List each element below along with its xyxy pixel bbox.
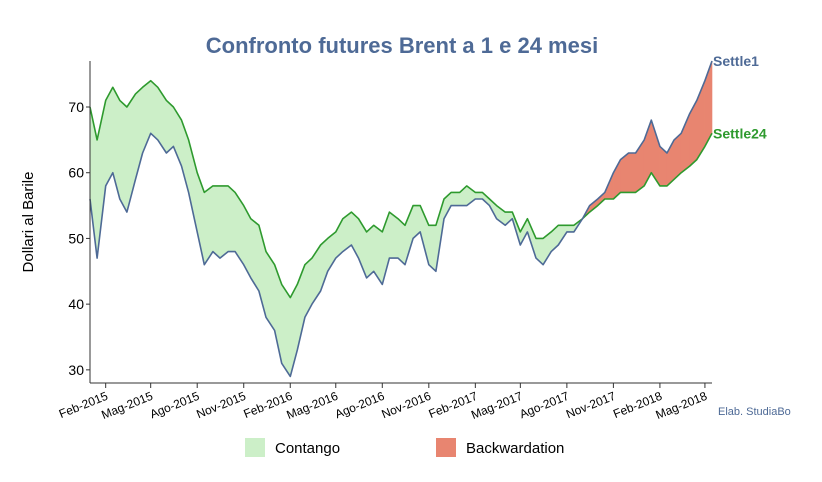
x-tick-label-Mag-2017: Mag-2017 — [469, 389, 525, 422]
contango-area-39-0 — [389, 211, 399, 259]
y-axis-label: Dollari al Barile — [20, 172, 37, 273]
legend-label-backwardation: Backwardation — [466, 440, 564, 457]
end-label-settle1: Settle1 — [713, 53, 759, 69]
contango-area-47-0 — [450, 192, 461, 206]
series-lines — [89, 60, 713, 378]
contango-area-27-0 — [296, 264, 306, 351]
legend-swatch-contango — [245, 438, 265, 457]
x-tick-label-Nov-2017: Nov-2017 — [564, 389, 618, 422]
contango-area-28-0 — [304, 257, 313, 318]
contango-area-10-0 — [166, 99, 174, 154]
credit-text: Elab. StudiaBo — [718, 406, 791, 418]
contango-area-18-0 — [227, 185, 236, 252]
contango-area-8-0 — [150, 80, 159, 141]
contango-area-1-0 — [96, 100, 106, 259]
contango-area-36-0 — [366, 224, 375, 279]
y-tick-label-70: 70 — [68, 99, 84, 115]
x-tick-label-Ago-2015: Ago-2015 — [148, 389, 202, 422]
series-line-settle1 — [89, 60, 713, 378]
x-tick-label-Ago-2016: Ago-2016 — [333, 389, 387, 422]
y-tick-label-30: 30 — [68, 362, 84, 378]
contango-area-4-0 — [119, 99, 128, 213]
contango-area-50-0 — [474, 192, 483, 200]
contango-area-40-0 — [397, 218, 406, 266]
x-tick-label-Mag-2018: Mag-2018 — [654, 389, 710, 422]
contango-area-56-0 — [519, 218, 528, 246]
x-tick-label-Ago-2017: Ago-2017 — [517, 389, 571, 422]
y-tick-label-50: 50 — [68, 230, 84, 246]
legend-swatch-backwardation — [436, 438, 456, 457]
x-tick-label-Nov-2015: Nov-2015 — [194, 389, 248, 422]
contango-area-44-0 — [428, 225, 437, 272]
contango-area-16-0 — [212, 185, 221, 259]
end-label-settle24: Settle24 — [713, 125, 767, 141]
contango-area-29-0 — [311, 243, 321, 306]
contango-area-37-0 — [373, 224, 383, 286]
chart-title: Confronto futures Brent a 1 e 24 mesi — [206, 33, 598, 58]
y-tick-label-60: 60 — [68, 165, 84, 181]
series-line-settle24 — [89, 79, 713, 299]
contango-area-17-0 — [219, 185, 229, 259]
x-tick-label-Mag-2016: Mag-2016 — [285, 389, 341, 422]
x-tick-label-Mag-2015: Mag-2015 — [99, 389, 155, 422]
backwardation-area-76-0 — [673, 132, 682, 180]
x-tick-label-Nov-2016: Nov-2016 — [379, 389, 433, 422]
contango-area-2-0 — [105, 87, 114, 187]
legend-label-contango: Contango — [275, 440, 340, 457]
contango-area-25-0 — [281, 283, 291, 378]
legend: Contango Backwardation — [245, 438, 564, 457]
series-end-labels: Settle1 Settle24 — [713, 53, 767, 141]
contango-area-62-0 — [566, 225, 575, 233]
y-tick-label-40: 40 — [68, 296, 84, 312]
x-axis: Feb-2015Mag-2015Ago-2015Nov-2015Feb-2016… — [57, 382, 712, 422]
spread-fills — [89, 60, 713, 378]
contango-area-0-0 — [89, 106, 98, 259]
contango-area-3-0 — [112, 87, 121, 200]
plot-area — [89, 60, 713, 378]
y-axis: 30 40 50 60 70 — [68, 61, 91, 383]
backwardation-area-70-0 — [628, 152, 636, 193]
